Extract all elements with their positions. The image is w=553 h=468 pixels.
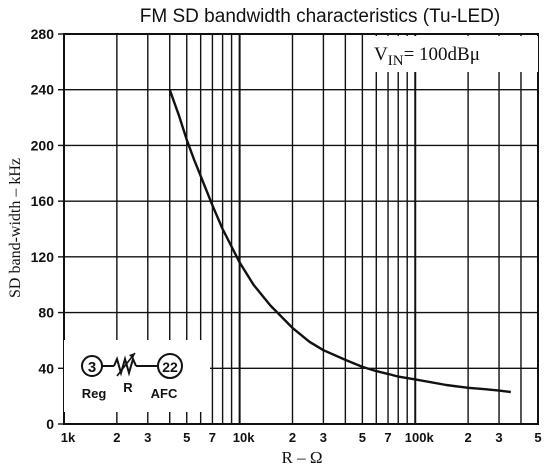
axis-layer: 0 40 80 120 160 200 240 280 1k 2 3 5 7 10k 2 3 5 7 100k 2 3 5 [31,26,542,445]
y-tick-label: 280 [31,26,55,42]
inset-node-right-circle [157,353,183,379]
y-tick-label: 200 [31,137,55,153]
y-tick-label: 160 [31,193,55,209]
y-tick-label: 0 [46,416,54,432]
inset-label-right: AFC [151,386,178,401]
y-tick-label: 120 [31,249,55,265]
y-axis-label: SD band-width – kHz [7,158,24,298]
vin-annotation-subscript: IN [388,53,404,69]
y-tick-label: 240 [31,82,55,98]
series-layer [168,89,511,394]
x-tick-label: 100k [405,430,435,445]
x-tick-label: 3 [320,430,327,445]
x-tick-label: 2 [289,430,296,445]
annotation-background [370,36,538,72]
circuit-inset: 3 22 Reg R AFC [64,340,210,412]
grid-layer [64,34,538,424]
chart-title: FM SD bandwidth characteristics (Tu-LED) [140,6,500,27]
vin-annotation: VIN= 100dBμ [374,44,480,69]
x-tick-label: 2 [464,430,471,445]
x-tick-label: 5 [534,430,541,445]
x-tick-label: 7 [209,430,216,445]
x-tick-label: 1k [61,430,76,445]
x-tick-label: 10k [233,430,255,445]
x-tick-label: 7 [384,430,391,445]
x-tick-label: 5 [359,430,366,445]
inset-node-right-label: 22 [162,359,178,375]
arrowhead-icon [129,353,135,359]
y-tick-label: 40 [38,360,54,376]
x-tick-label: 3 [495,430,502,445]
x-tick-label: 3 [144,430,151,445]
inset-label-mid: R [123,380,133,395]
plot-frame [63,33,539,425]
x-tick-label: 5 [183,430,190,445]
inset-node-left-label: 3 [88,359,96,376]
inset-background [64,340,210,412]
inset-label-left: Reg [82,386,107,401]
y-tick-label: 80 [38,305,54,321]
vin-annotation-main: V [374,44,388,65]
series-line [168,89,511,394]
x-axis-label: R – Ω [282,448,323,467]
x-tick-label: 2 [113,430,120,445]
vin-annotation-value: = 100dBμ [404,44,480,65]
